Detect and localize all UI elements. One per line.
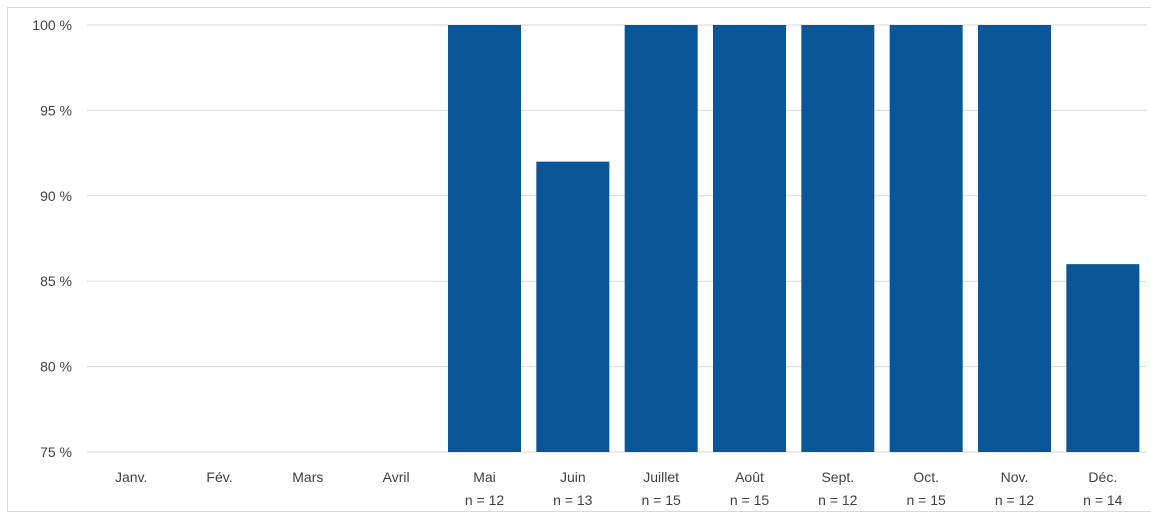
y-tick-label: 95 %: [40, 102, 72, 118]
bar-oct: [889, 25, 963, 452]
bar-juin: [536, 161, 610, 452]
bar-juillet: [624, 25, 698, 452]
x-sample-size-label: n = 15: [730, 492, 770, 508]
bar-sept: [801, 25, 875, 452]
x-category-label: Fév.: [206, 469, 232, 485]
x-category-label: Déc.: [1088, 469, 1117, 485]
x-category-label: Août: [735, 469, 764, 485]
x-sample-size-label: n = 12: [465, 492, 505, 508]
x-category-label: Nov.: [1001, 469, 1029, 485]
y-tick-label: 75 %: [40, 444, 72, 460]
bar-nov: [978, 25, 1051, 452]
x-sample-size-label: n = 15: [907, 492, 947, 508]
x-category-label: Juin: [560, 469, 586, 485]
y-tick-label: 90 %: [40, 188, 72, 204]
x-category-label: Mai: [473, 469, 496, 485]
x-sample-size-label: n = 12: [818, 492, 858, 508]
x-category-label: Avril: [383, 469, 410, 485]
bar-août: [713, 25, 786, 452]
x-category-label: Oct.: [913, 469, 939, 485]
x-category-label: Juillet: [643, 469, 679, 485]
x-category-label: Sept.: [821, 469, 854, 485]
gridlines: [87, 24, 1147, 453]
x-axis: Janv. Fév. Mars Avril Mai n = 12 Juin n = 13 Jui…: [115, 469, 1123, 508]
x-sample-size-label: n = 15: [642, 492, 682, 508]
chart-frame: [7, 7, 1151, 512]
bars: [448, 25, 1140, 452]
x-category-label: Janv.: [115, 469, 147, 485]
y-axis: 75 % 80 % 85 % 90 % 95 % 100 %: [32, 17, 72, 460]
bar-déc: [1066, 264, 1140, 452]
x-sample-size-label: n = 14: [1083, 492, 1123, 508]
x-sample-size-label: n = 12: [995, 492, 1035, 508]
y-tick-label: 100 %: [32, 17, 72, 33]
x-sample-size-label: n = 13: [553, 492, 593, 508]
bar-mai: [448, 25, 521, 452]
x-category-label: Mars: [292, 469, 323, 485]
y-tick-label: 85 %: [40, 273, 72, 289]
y-tick-label: 80 %: [40, 359, 72, 375]
